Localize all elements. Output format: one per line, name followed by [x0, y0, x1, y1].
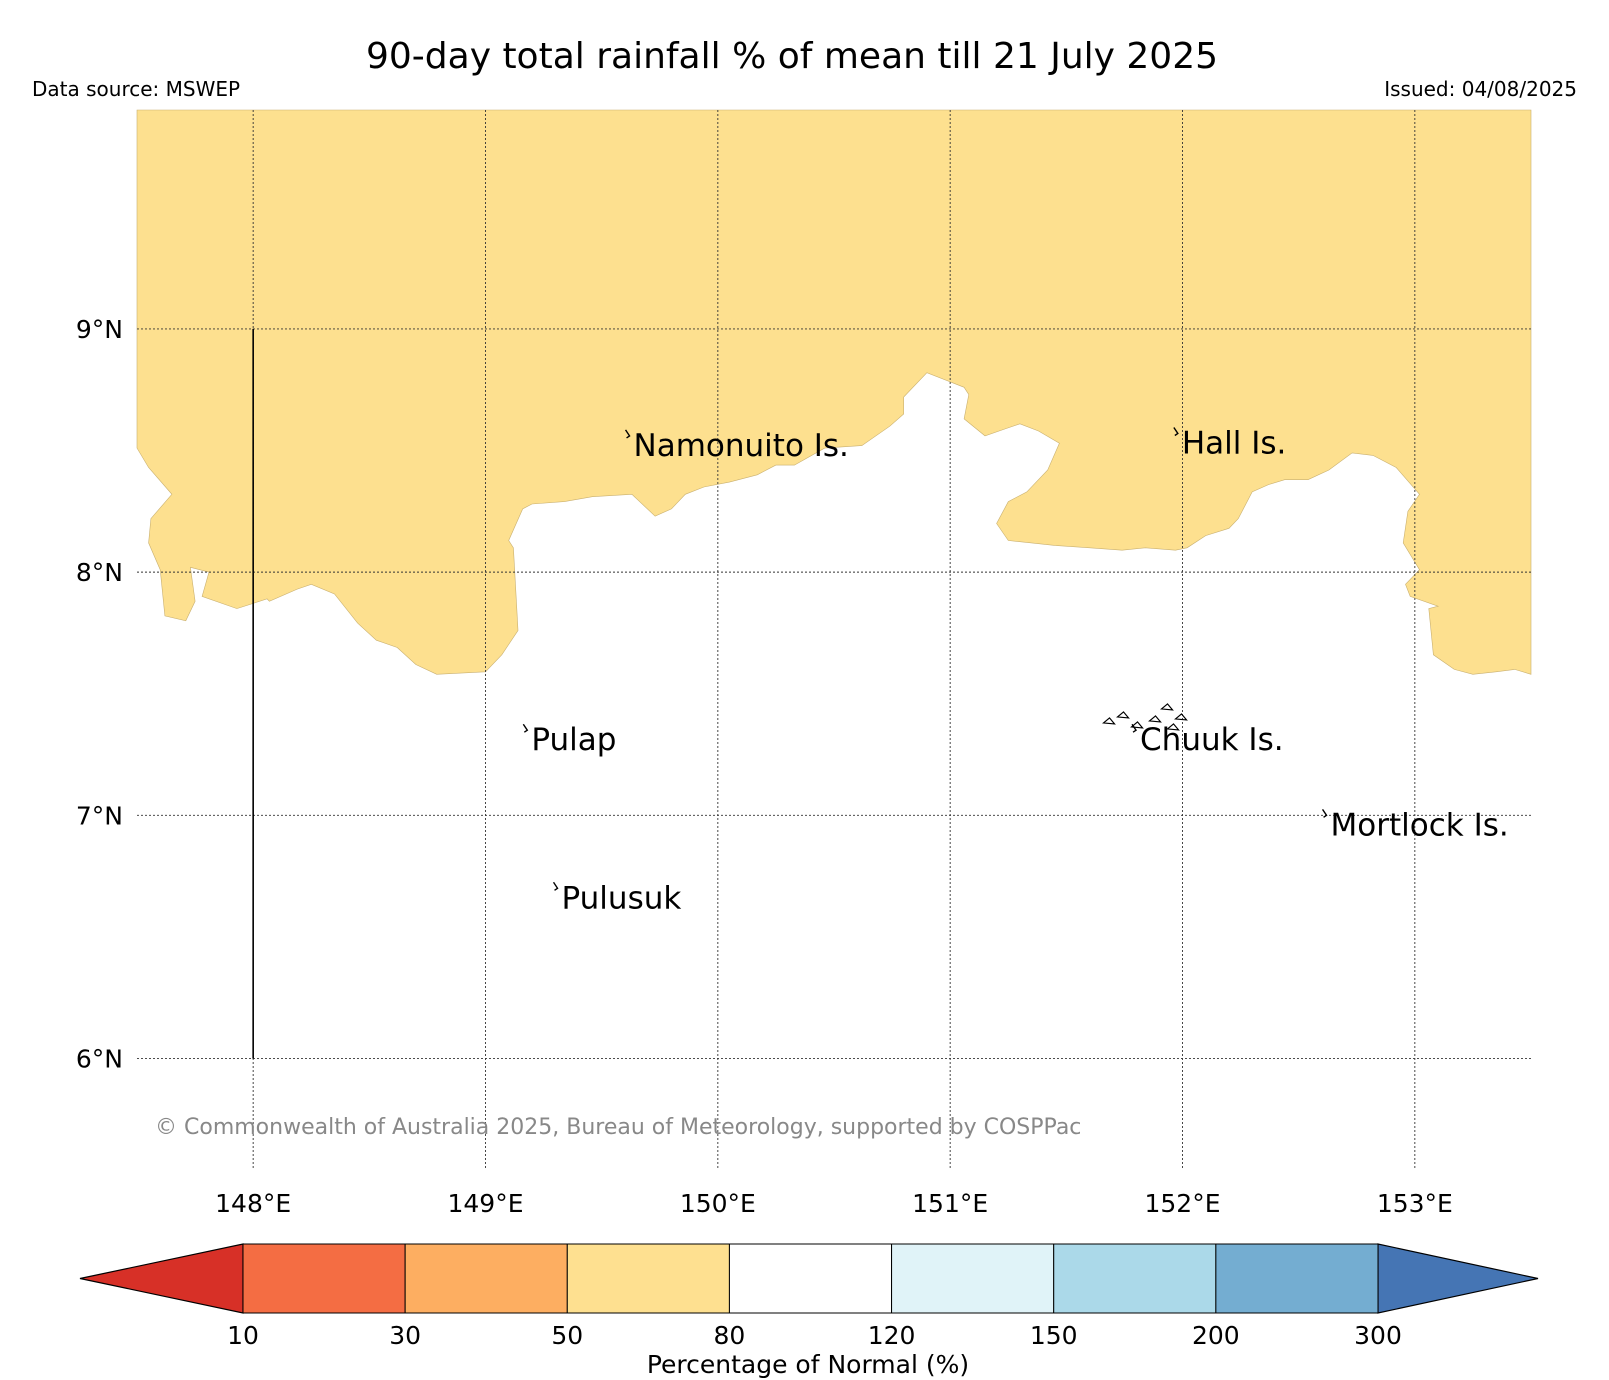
- colorbar-tick-label: 30: [389, 1321, 421, 1350]
- data-source-label: Data source: MSWEP: [32, 77, 240, 101]
- lon-tick-label: 150°E: [680, 1189, 756, 1218]
- island-label: Pulusuk: [562, 880, 682, 916]
- colorbar-tick-label: 120: [868, 1321, 916, 1350]
- lon-tick-label: 148°E: [215, 1189, 291, 1218]
- map-title: 90-day total rainfall % of mean till 21 …: [366, 36, 1218, 77]
- island-shape: [552, 881, 559, 891]
- island-label: Mortlock Is.: [1331, 807, 1509, 843]
- colorbar-bin: [728, 1243, 893, 1314]
- islands: Namonuito Is. Hall Is. Pulap Chuuk Is. Mortl…: [522, 425, 1509, 916]
- lon-tick-label: 153°E: [1377, 1189, 1453, 1218]
- colorbar-tick-label: 200: [1192, 1321, 1240, 1350]
- island-label: Pulap: [531, 722, 616, 758]
- atoll-shape: [1166, 723, 1180, 731]
- atoll-shape: [1148, 715, 1162, 723]
- axis-labels: 148°E 149°E 150°E 151°E 152°E 153°E 9°N 8°N 7°N 6…: [76, 315, 1453, 1218]
- colorbar-tick-label: 10: [227, 1321, 259, 1350]
- map-area: Namonuito Is. Hall Is. Pulap Chuuk Is. Mortl…: [136, 109, 1532, 1168]
- lat-tick-label: 7°N: [76, 801, 123, 830]
- island-label: Chuuk Is.: [1140, 722, 1284, 758]
- lat-tick-label: 9°N: [76, 315, 123, 344]
- colorbar-under-arrow: [79, 1243, 244, 1314]
- lon-tick-label: 152°E: [1144, 1189, 1220, 1218]
- atoll-shape: [1174, 713, 1188, 721]
- island-shape: [1173, 427, 1179, 437]
- atoll-shape: [1102, 717, 1116, 725]
- gridlines: [137, 110, 1531, 1168]
- island-label: Hall Is.: [1182, 425, 1287, 461]
- colorbar-over-arrow: [1377, 1243, 1539, 1314]
- island-label: Namonuito Is.: [634, 428, 849, 464]
- colorbar-bin: [1215, 1243, 1379, 1314]
- atoll-shape: [1130, 721, 1144, 729]
- colorbar-tick-label: 50: [551, 1321, 583, 1350]
- colorbar-bin: [566, 1243, 730, 1314]
- lat-tick-label: 6°N: [76, 1045, 123, 1074]
- colorbar-bin: [404, 1243, 568, 1314]
- colorbar-bin: [242, 1243, 406, 1314]
- island-shape: [624, 429, 631, 439]
- island-shape: [1321, 808, 1328, 818]
- lon-tick-label: 149°E: [447, 1189, 523, 1218]
- colorbar-tick-label: 300: [1354, 1321, 1402, 1350]
- island-shape: [1131, 723, 1138, 733]
- copyright-notice: © Commonwealth of Australia 2025, Bureau…: [155, 1115, 1081, 1140]
- atoll-shape: [1116, 711, 1130, 719]
- colorbar: 10 30 50 80 120 150 200 300: [79, 1243, 1539, 1350]
- island-shape: [522, 723, 529, 733]
- atoll-shape: [1160, 703, 1174, 711]
- colorbar-tick-label: 150: [1030, 1321, 1078, 1350]
- lon-tick-label: 151°E: [912, 1189, 988, 1218]
- issued-date-label: Issued: 04/08/2025: [1384, 77, 1577, 101]
- colorbar-bin: [891, 1243, 1055, 1314]
- colorbar-tick-label: 80: [714, 1321, 746, 1350]
- colorbar-label: Percentage of Normal (%): [647, 1350, 969, 1379]
- colorbar-bin: [1053, 1243, 1217, 1314]
- lat-tick-label: 8°N: [76, 558, 123, 587]
